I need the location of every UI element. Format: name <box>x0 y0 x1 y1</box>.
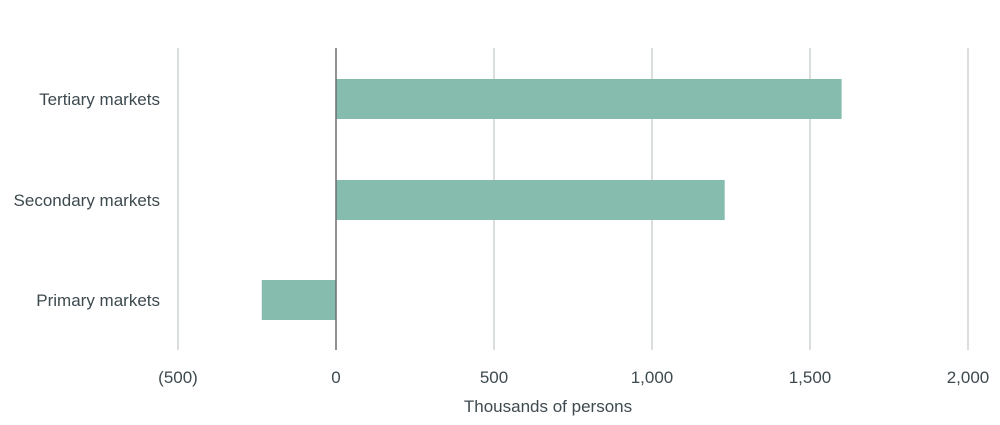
bar-primary-markets <box>261 280 336 320</box>
category-label: Secondary markets <box>14 191 160 210</box>
x-tick-label: (500) <box>158 368 198 387</box>
bars <box>261 79 842 320</box>
x-tick-label: 1,000 <box>631 368 674 387</box>
x-axis-title: Thousands of persons <box>464 397 632 416</box>
x-tick-label: 500 <box>480 368 508 387</box>
x-tick-label: 2,000 <box>947 368 990 387</box>
x-tick-label: 1,500 <box>789 368 832 387</box>
x-tick-label: 0 <box>331 368 340 387</box>
category-label: Tertiary markets <box>39 90 160 109</box>
category-label: Primary markets <box>36 291 160 310</box>
x-tick-labels: (500) 0 500 1,000 1,500 2,000 <box>158 368 989 387</box>
bar-tertiary-markets <box>336 79 842 119</box>
bar-secondary-markets <box>336 180 725 220</box>
category-labels: Tertiary markets Secondary markets Primary… <box>14 90 160 310</box>
